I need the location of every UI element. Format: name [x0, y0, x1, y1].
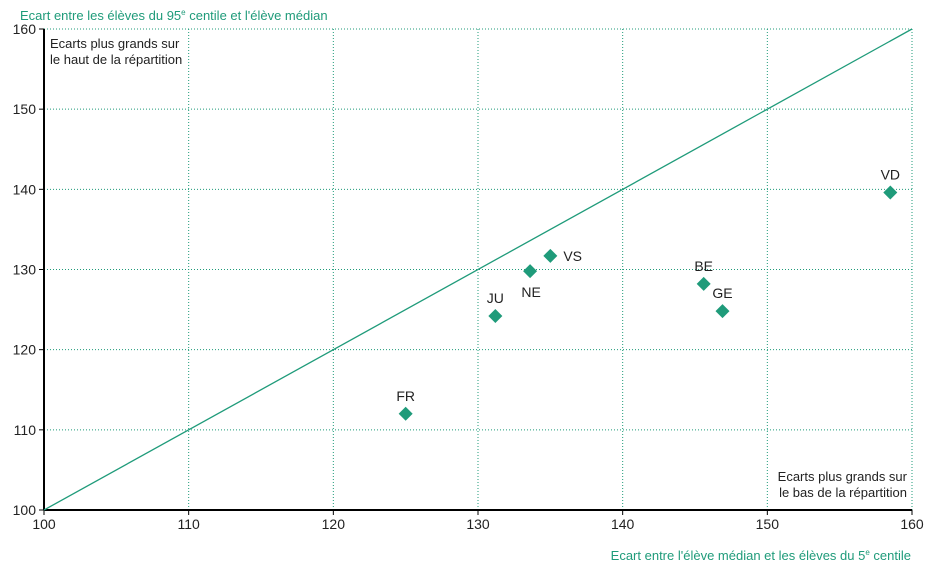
- data-point-vs: [543, 248, 558, 263]
- point-label-ge: GE: [712, 285, 732, 301]
- point-label-be: BE: [694, 258, 713, 274]
- x-tick-label: 100: [32, 516, 56, 532]
- annotation-top-left: Ecarts plus grands sur le haut de la rép…: [50, 36, 182, 68]
- point-label-vs: VS: [563, 248, 582, 264]
- data-point-ne: [523, 264, 538, 279]
- y-tick-label: 160: [13, 21, 37, 37]
- y-axis-title: Ecart entre les élèves du 95e centile et…: [20, 8, 328, 23]
- point-label-ne: NE: [521, 284, 540, 300]
- annotation-bottom-right: Ecarts plus grands sur le bas de la répa…: [778, 469, 907, 501]
- annotation-top-left-line-1: Ecarts plus grands sur: [50, 36, 180, 51]
- y-tick-label: 130: [13, 262, 37, 278]
- x-tick-label: 130: [466, 516, 490, 532]
- annotation-bottom-right-line-2: le bas de la répartition: [779, 485, 907, 500]
- y-tick-label: 120: [13, 342, 37, 358]
- data-point-be: [696, 276, 711, 291]
- diagonal-line: [43, 28, 913, 511]
- annotation-bottom-right-line-1: Ecarts plus grands sur: [777, 469, 907, 484]
- x-tick-label: 160: [900, 516, 924, 532]
- annotation-top-left-line-2: le haut de la répartition: [50, 52, 183, 67]
- point-label-fr: FR: [396, 388, 415, 404]
- data-point-fr: [398, 406, 413, 421]
- y-tick-label: 100: [13, 502, 37, 518]
- y-tick-label: 110: [14, 422, 37, 438]
- x-axis-title: Ecart entre l'élève médian et les élèves…: [610, 548, 911, 563]
- data-point-ge: [715, 304, 730, 319]
- x-tick-label: 150: [756, 516, 780, 532]
- point-label-ju: JU: [487, 290, 504, 306]
- point-label-vd: VD: [881, 167, 900, 183]
- y-tick-label: 140: [13, 181, 37, 197]
- x-tick-label: 120: [322, 516, 346, 532]
- x-tick-label: 110: [178, 516, 201, 532]
- x-tick-label: 140: [611, 516, 635, 532]
- y-tick-label: 150: [13, 101, 37, 117]
- data-point-vd: [883, 185, 898, 200]
- data-point-ju: [488, 308, 503, 323]
